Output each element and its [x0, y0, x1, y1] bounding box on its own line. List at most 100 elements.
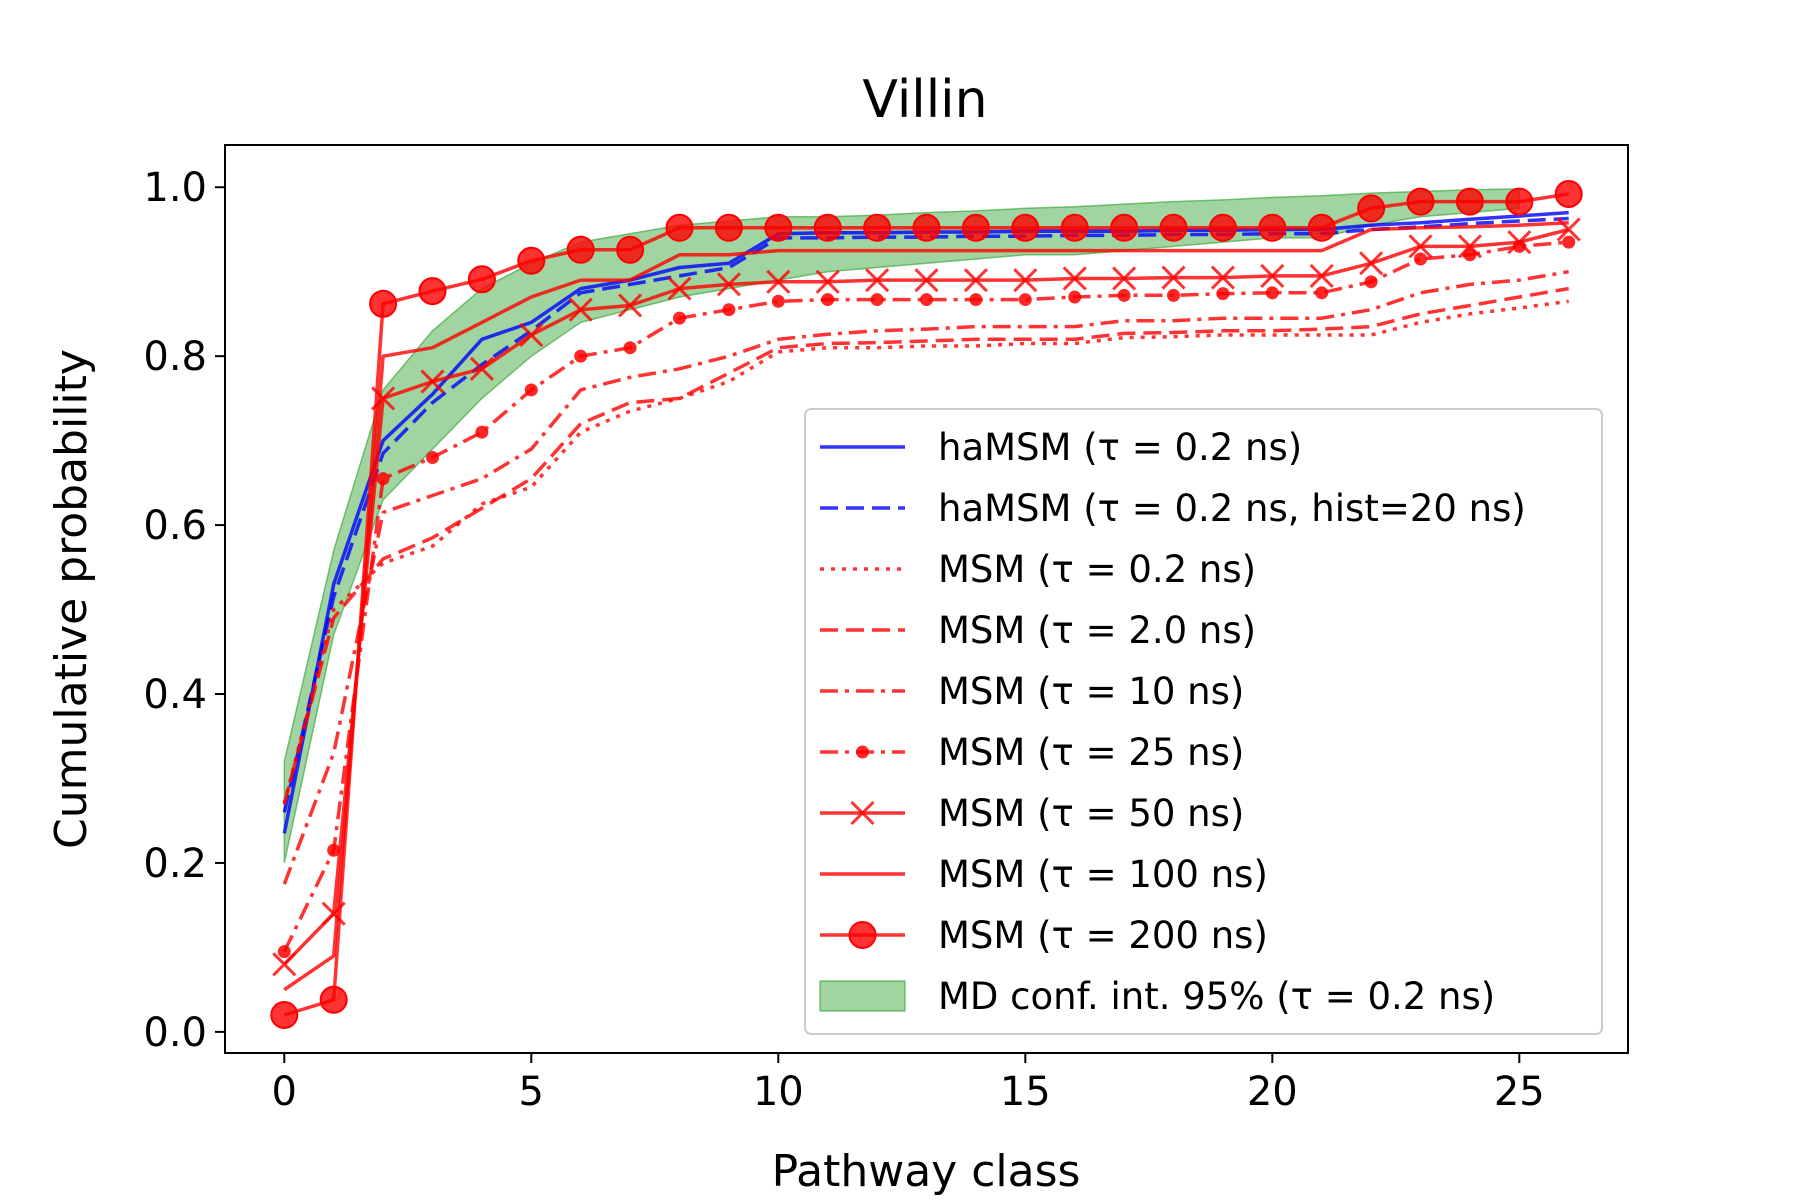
series-line: [282, 269, 1569, 885]
data-point: [1258, 213, 1287, 242]
data-point: [667, 276, 692, 301]
data-point: [1062, 266, 1087, 291]
legend-label: haMSM (τ = 0.2 ns, hist=20 ns): [938, 487, 1526, 530]
y-tick-label: 1.0: [143, 165, 207, 211]
legend-box: [804, 408, 1603, 1035]
data-point: [1307, 213, 1336, 242]
data-point: [1216, 287, 1230, 301]
data-point: [1414, 252, 1428, 266]
data-point: [1167, 288, 1181, 302]
data-point: [870, 293, 884, 307]
x-tick-label: 15: [1000, 1069, 1051, 1115]
series-layer: [270, 179, 1583, 1029]
legend-label: MSM (τ = 10 ns): [938, 670, 1244, 713]
data-point: [813, 213, 842, 242]
y-axis-ticks: 0.0 0.2 0.4 0.6 0.8 1.0: [143, 165, 225, 1056]
data-point: [376, 472, 390, 486]
legend-label: MSM (τ = 25 ns): [938, 731, 1244, 774]
legend-swatch: [819, 980, 906, 1012]
data-point: [714, 213, 743, 242]
y-tick-label: 0.2: [143, 841, 207, 887]
data-point: [963, 268, 988, 293]
series-line: [283, 220, 1569, 992]
data-point: [1507, 230, 1532, 255]
data-point: [1210, 265, 1235, 290]
data-point: [1112, 266, 1137, 291]
data-point: [865, 268, 890, 293]
x-tick-label: 0: [272, 1069, 297, 1115]
data-point: [961, 213, 990, 242]
data-point: [1159, 213, 1188, 242]
data-point: [672, 311, 686, 325]
data-point: [623, 341, 637, 355]
y-tick-label: 0.8: [143, 334, 207, 380]
data-point: [1260, 263, 1285, 288]
x-tick-label: 5: [519, 1069, 544, 1115]
data-point: [1408, 234, 1433, 259]
data-point: [418, 277, 447, 306]
data-point: [1068, 290, 1082, 304]
x-tick-label: 20: [1247, 1069, 1298, 1115]
legend-label: haMSM (τ = 0.2 ns): [938, 426, 1302, 469]
y-tick-label: 0.6: [143, 503, 207, 549]
legend-entry: MD conf. int. 95% (τ = 0.2 ns): [819, 975, 1495, 1018]
y-tick-label: 0.4: [143, 672, 207, 718]
data-point: [1359, 251, 1384, 276]
data-point: [766, 269, 791, 294]
legend-label: MSM (τ = 0.2 ns): [938, 548, 1256, 591]
legend-entry: haMSM (τ = 0.2 ns, hist=20 ns): [820, 487, 1526, 530]
data-point: [1309, 263, 1334, 288]
data-point: [969, 293, 983, 307]
data-point: [1357, 194, 1386, 223]
data-point: [616, 235, 645, 264]
data-point: [1117, 288, 1131, 302]
data-point: [764, 213, 793, 242]
series-8: [270, 179, 1583, 1029]
data-point: [1364, 275, 1378, 289]
data-point: [1315, 286, 1329, 300]
legend-entry: MSM (τ = 2.0 ns): [820, 609, 1256, 652]
legend-label: MSM (τ = 2.0 ns): [938, 609, 1256, 652]
data-point: [1455, 187, 1484, 216]
y-axis-label: Cumulative probability: [46, 349, 97, 849]
series-7: [283, 220, 1569, 992]
legend-entry: MSM (τ = 25 ns): [820, 731, 1244, 774]
x-axis-ticks: 0 5 10 15 20 25: [272, 1053, 1545, 1115]
data-point: [856, 745, 869, 759]
legend-entry: MSM (τ = 0.2 ns): [820, 548, 1256, 591]
data-point: [665, 213, 694, 242]
data-point: [1406, 187, 1435, 216]
data-point: [469, 356, 494, 381]
data-point: [369, 289, 398, 318]
legend-entry: MSM (τ = 10 ns): [820, 670, 1244, 713]
data-point: [566, 235, 595, 264]
data-point: [1110, 213, 1139, 242]
x-tick-label: 25: [1494, 1069, 1545, 1115]
series-1: [282, 216, 1569, 813]
data-point: [848, 921, 877, 949]
data-point: [524, 383, 538, 397]
x-axis-label: Pathway class: [772, 1146, 1081, 1197]
legend-entry: MSM (τ = 200 ns): [820, 914, 1268, 957]
data-point: [914, 268, 939, 293]
legend-label: MSM (τ = 200 ns): [938, 914, 1268, 957]
data-point: [771, 294, 785, 308]
data-point: [1265, 286, 1279, 300]
data-point: [1208, 213, 1237, 242]
data-point: [1457, 234, 1482, 259]
data-point: [912, 213, 941, 242]
series-5: [277, 235, 1576, 959]
series-3: [282, 286, 1569, 805]
data-point: [821, 293, 835, 307]
data-point: [420, 369, 445, 394]
series-4: [282, 269, 1569, 885]
data-point: [425, 451, 439, 465]
data-point: [319, 985, 348, 1014]
legend-label: MSM (τ = 50 ns): [938, 792, 1244, 835]
legend-label: MSM (τ = 100 ns): [938, 853, 1268, 896]
data-point: [475, 425, 489, 439]
legend: haMSM (τ = 0.2 ns) haMSM (τ = 0.2 ns, his…: [804, 408, 1603, 1035]
data-point: [277, 945, 291, 959]
data-point: [517, 246, 546, 275]
legend-label: MD conf. int. 95% (τ = 0.2 ns): [938, 975, 1495, 1018]
